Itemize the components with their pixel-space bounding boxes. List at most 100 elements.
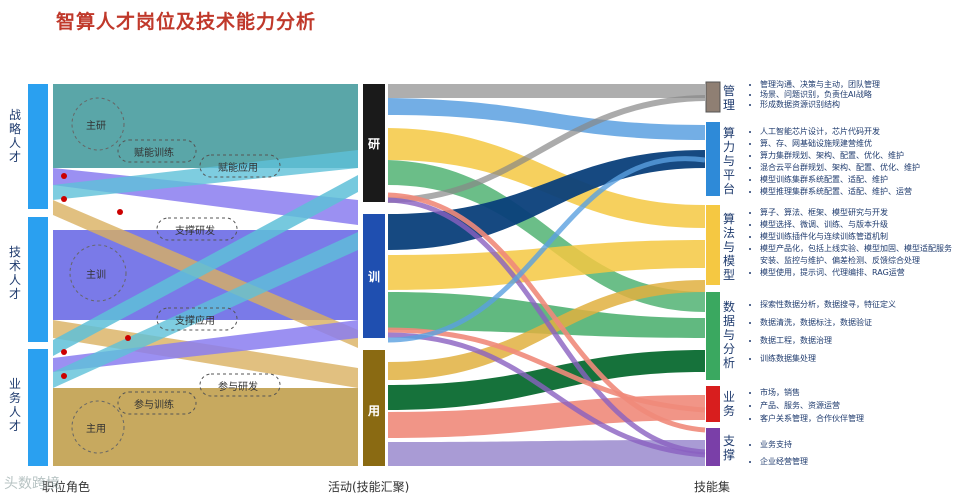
flow-band (388, 128, 705, 228)
flow-band (388, 292, 705, 338)
role-label-strategy: 战略人才 (8, 108, 21, 164)
skill-bar-algo (706, 205, 720, 285)
skill-item: 模型选择、微调、训练、与版本升级 (760, 219, 953, 231)
flow-band (388, 160, 705, 312)
skill-group-label: 算法与模型 (722, 212, 735, 282)
skill-group-label: 支撑 (722, 434, 735, 462)
flow-band (388, 84, 705, 98)
skill-item: 人工智能芯片设计，芯片代码开发 (760, 126, 920, 138)
skill-group-label: 算力与平台 (722, 126, 735, 196)
watermark: 头数跨境 (4, 476, 60, 492)
flow-band (388, 240, 705, 290)
skill-item: 模型推理集群系统配置、适配、维护、运营 (760, 186, 920, 198)
flow-line (387, 156, 706, 343)
skill-list-manage: 管理沟通、决策与主动，团队管理 场景、问题识别，负责住AI战略 形成数据资源识别… (748, 80, 880, 110)
skill-group-label: 数据与分析 (722, 300, 735, 370)
activity-bar-research (363, 84, 385, 202)
column-label-activities: 活动(技能汇聚) (328, 480, 410, 494)
skill-bar-compute (706, 122, 720, 196)
flow-pill (156, 217, 238, 241)
skill-list-support: 业务支持 企业经营管理 (748, 436, 808, 470)
skill-item: 市场，销售 (760, 386, 864, 399)
flow-label: 参与研发 (218, 382, 258, 393)
skill-group-label: 业务 (722, 390, 735, 418)
zone-research (53, 84, 358, 168)
role-label-business: 业务人才 (8, 377, 21, 433)
flow-band (388, 440, 705, 466)
skill-item: 企业经营管理 (760, 453, 808, 470)
flow-pill (199, 154, 281, 178)
skill-group-label: 管理 (722, 84, 735, 112)
zone-label-train: 主训 (86, 270, 106, 281)
flow-label: 参与训练 (134, 400, 174, 411)
activity-label-train: 训 (368, 270, 381, 284)
zone-circle (71, 400, 125, 454)
skill-item: 数据工程，数据治理 (760, 332, 896, 350)
page-title: 智算人才岗位及技术能力分析 (56, 11, 317, 33)
marker-dot (61, 196, 67, 202)
flow-pill (199, 373, 281, 397)
flow-label: 支撑研发 (175, 226, 215, 237)
flow-label: 赋能应用 (218, 163, 258, 174)
column-label-roles: 职位角色 (42, 480, 91, 494)
flow-pill (117, 391, 197, 415)
flow-band (53, 232, 358, 388)
skill-item: 模型产品化，包括上线实验、模型加固、模型适配服务安装、监控与维护、偏差检测、反馈… (760, 243, 953, 267)
flow-line (387, 332, 706, 458)
skill-item: 训练数据集处理 (760, 350, 896, 368)
skill-item: 模型训练插件化与连续训练管道机制 (760, 231, 953, 243)
zone-use (53, 388, 358, 466)
skill-item: 数据清洗，数据标注，数据验证 (760, 314, 896, 332)
marker-dot (117, 209, 123, 215)
flow-line (387, 95, 706, 203)
skill-item: 形成数据资源识别结构 (760, 100, 880, 110)
skill-list-algo: 算子、算法、框架、模型研究与开发 模型选择、微调、训练、与版本升级 模型训练插件… (748, 207, 953, 279)
skill-bar-business (706, 386, 720, 422)
flow-band (388, 98, 705, 140)
skill-item: 混合云平台群规划、架构、配置、优化、维护 (760, 162, 920, 174)
flow-pill (117, 139, 197, 163)
skill-item: 模型使用，提示词、代理编排、RAG运营 (760, 267, 953, 279)
skill-item: 管理沟通、决策与主动，团队管理 (760, 80, 880, 90)
skill-list-data: 探索性数据分析，数据搜寻，特征定义 数据清洗，数据标注，数据验证 数据工程，数据… (748, 296, 896, 368)
skill-bar-data (706, 292, 720, 380)
skill-item: 场景、问题识别，负责住AI战略 (760, 90, 880, 100)
flow-line (387, 327, 706, 413)
skill-item: 算、存、网基础设施规建营维优 (760, 138, 920, 150)
skill-list-compute: 人工智能芯片设计，芯片代码开发 算、存、网基础设施规建营维优 算力集群规划、架构… (748, 126, 920, 198)
skill-bar-manage (705, 81, 721, 113)
flow-band (388, 350, 705, 410)
role-bar-business (28, 349, 48, 466)
flow-pill (156, 307, 238, 331)
marker-dot (61, 173, 67, 179)
skill-item: 模型训练集群系统配置、适配、维护 (760, 174, 920, 186)
activity-bar-train (363, 214, 385, 338)
zone-circle (71, 97, 125, 151)
skill-list-business: 市场，销售 产品、服务、资源运营 客户关系管理，合作伙伴管理 (748, 386, 864, 425)
zone-label-research: 主研 (86, 121, 106, 132)
skill-item: 算力集群规划、架构、配置、优化、维护 (760, 150, 920, 162)
role-bar-strategy (28, 84, 48, 209)
column-label-skills: 技能集 (694, 480, 731, 494)
flow-band (388, 280, 705, 380)
skill-item: 探索性数据分析，数据搜寻，特征定义 (760, 296, 896, 314)
zone-label-use: 主用 (86, 424, 106, 435)
flow-label: 赋能训练 (134, 148, 174, 159)
flow-band (388, 395, 705, 438)
skill-item: 业务支持 (760, 436, 808, 453)
marker-dot (61, 349, 67, 355)
marker-dot (61, 373, 67, 379)
skill-item: 产品、服务、资源运营 (760, 399, 864, 412)
activity-bar-use (363, 350, 385, 466)
flow-line (387, 192, 706, 433)
flow-label: 支撑应用 (175, 316, 215, 327)
skill-item: 客户关系管理，合作伙伴管理 (760, 412, 864, 425)
marker-dot (125, 335, 131, 341)
role-label-tech: 技术人才 (8, 245, 21, 301)
skill-bar-support (706, 428, 720, 466)
zone-circle (69, 244, 127, 302)
role-bar-tech (28, 217, 48, 342)
activity-label-use: 用 (368, 404, 381, 418)
flow-line (387, 197, 706, 455)
